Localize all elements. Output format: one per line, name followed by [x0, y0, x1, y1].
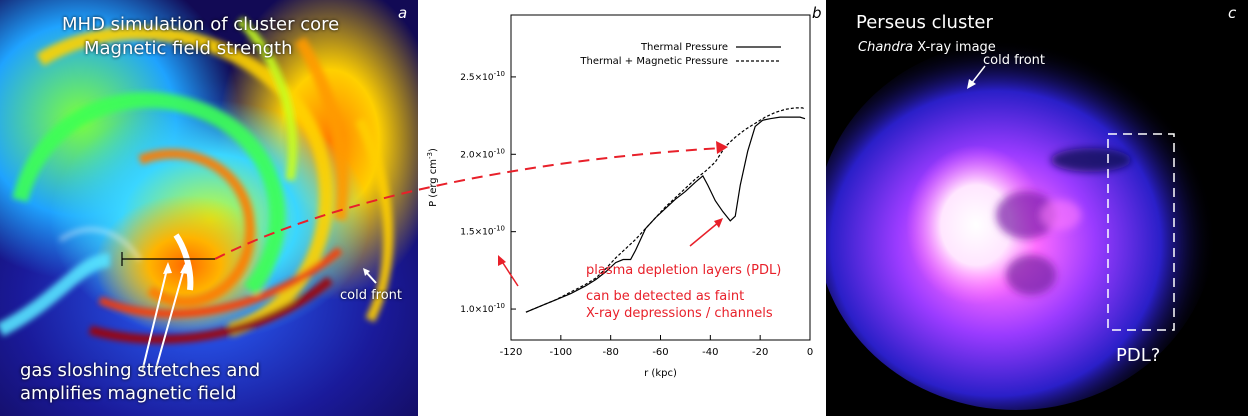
legend-label-thermal: Thermal Pressure [640, 42, 728, 53]
pdl-annotation-title: plasma depletion layers (PDL) [586, 263, 782, 278]
x-tick-label: 0 [807, 347, 813, 358]
y-axis-label: P (erg cm-3) [426, 148, 439, 207]
pdl-question-label: PDL? [1116, 345, 1161, 366]
pdl-arrow-left [500, 259, 519, 287]
panel-c-title: Perseus cluster [856, 12, 993, 33]
caption-arrow-1 [141, 264, 169, 373]
y-tick-label: 2.0×10-10 [460, 147, 505, 160]
panel-a-caption-line2: amplifies magnetic field [20, 383, 237, 404]
simulation-image-panel: MHD simulation of cluster core Magnetic … [0, 0, 418, 416]
cold-front-arrow-c [970, 65, 986, 85]
x-tick-label: -100 [549, 347, 572, 358]
panel-c-cold-front-label: cold front [983, 53, 1046, 68]
series-line-thermal-magnetic [525, 107, 806, 313]
pressure-profile-panel: -120 -100 -80 -60 -40 -20 0 1.0×10-10 1.5×10-10 2… [418, 0, 826, 416]
x-tick-label: -120 [500, 347, 523, 358]
panel-a-title-line2: Magnetic field strength [84, 38, 293, 59]
legend: Thermal Pressure Thermal + Magnetic Pres… [579, 42, 781, 67]
pdl-candidate-box [1107, 133, 1175, 331]
x-axis-label: r (kpc) [644, 368, 677, 379]
y-tick-label: 1.0×10-10 [460, 302, 505, 315]
panel-a-cold-front-label: cold front [340, 288, 403, 303]
xray-image-panel: Perseus cluster Chandra X-ray image c co… [826, 0, 1248, 416]
panel-c-letter: c [1228, 4, 1237, 22]
cold-front-arrow [365, 271, 377, 284]
panel-a-title-line1: MHD simulation of cluster core [62, 14, 340, 35]
amplified-field-filament [173, 233, 194, 291]
series-line-thermal [525, 116, 806, 313]
pdl-arrow-right [689, 221, 720, 247]
x-tick-label: -80 [602, 347, 618, 358]
cavity-features [996, 148, 1131, 295]
pdl-annotation-line2: X-ray depressions / channels [586, 306, 773, 321]
panel-a-letter: a [398, 4, 408, 22]
caption-arrow-2 [154, 264, 186, 373]
y-tick-label: 2.5×10-10 [460, 70, 505, 83]
panel-b-letter: b [812, 4, 822, 22]
xray-cluster-art [826, 40, 1216, 410]
x-tick-label: -40 [702, 347, 718, 358]
panel-c-subtitle: Chandra X-ray image [858, 40, 996, 55]
x-tick-label: -20 [752, 347, 768, 358]
y-tick-label: 1.5×10-10 [460, 225, 505, 238]
pressure-profile-chart: -120 -100 -80 -60 -40 -20 0 1.0×10-10 1.5×10-10 2… [426, 14, 813, 379]
series-layer [525, 107, 806, 313]
legend-label-thermal-magnetic: Thermal + Magnetic Pressure [579, 56, 728, 67]
pdl-annotation-line1: can be detected as faint [586, 289, 745, 304]
panel-a-caption-line1: gas sloshing stretches and [20, 360, 261, 381]
simulation-field-art [0, 16, 394, 373]
x-tick-label: -60 [652, 347, 668, 358]
